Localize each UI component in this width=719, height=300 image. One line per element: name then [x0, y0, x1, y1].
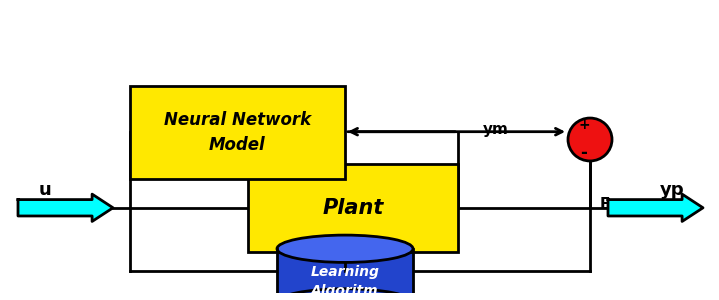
Ellipse shape: [277, 289, 413, 300]
FancyBboxPatch shape: [130, 86, 345, 178]
Circle shape: [568, 118, 612, 161]
Polygon shape: [18, 194, 113, 221]
Polygon shape: [608, 194, 703, 221]
Text: -: -: [580, 144, 587, 162]
Text: Error: Error: [600, 197, 644, 212]
Text: yp: yp: [660, 181, 684, 199]
Text: +: +: [578, 118, 590, 132]
Text: Learning
Algoritm: Learning Algoritm: [311, 265, 380, 298]
Polygon shape: [277, 249, 413, 300]
FancyBboxPatch shape: [248, 164, 458, 252]
Text: ym: ym: [483, 122, 509, 137]
Text: Plant: Plant: [322, 198, 384, 218]
Text: u: u: [39, 181, 51, 199]
Text: Neural Network
Model: Neural Network Model: [164, 111, 311, 154]
Ellipse shape: [277, 235, 413, 262]
